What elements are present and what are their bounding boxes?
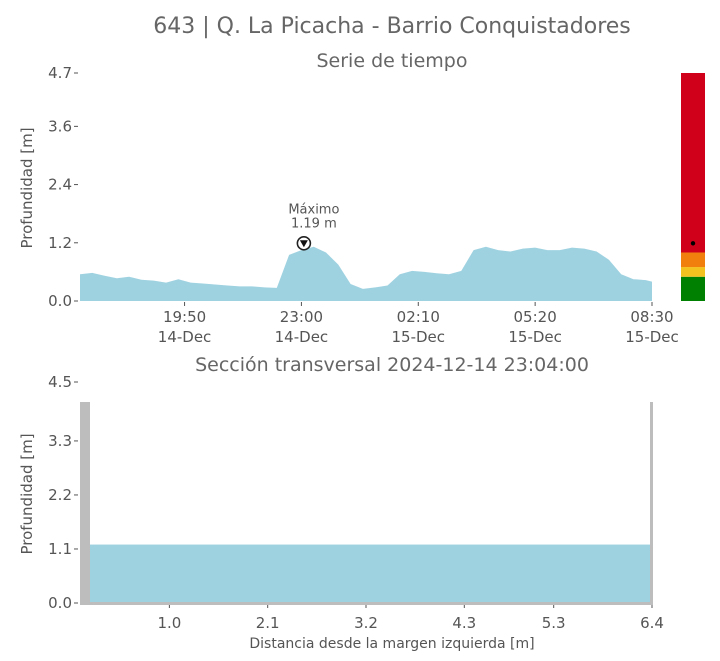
maximum-annotation: Máximo 1.19 m	[288, 202, 339, 251]
maximum-label: Máximo	[288, 202, 339, 217]
y-tick-label: 0.0	[48, 594, 72, 612]
cross-section-title: Sección transversal 2024-12-14 23:04:00	[195, 354, 589, 376]
timeseries-y-axis: 0.0 1.2 2.4 3.6 4.7	[48, 64, 78, 310]
depth-series-area	[80, 246, 652, 301]
timeseries-x-axis: 19:50 14-Dec 23:00 14-Dec 02:10 15-Dec 05:20 15…	[158, 302, 679, 346]
x-tick-label: 2.1	[256, 614, 280, 632]
y-tick-label: 2.2	[48, 486, 72, 504]
x-tick-label: 5.3	[542, 614, 566, 632]
left-bank-wall	[80, 402, 90, 605]
figure-title: 643 | Q. La Picacha - Barrio Conquistado…	[153, 14, 631, 39]
x-tick-time: 08:30	[630, 308, 673, 326]
down-triangle-icon	[299, 240, 308, 248]
channel-bed	[80, 602, 653, 605]
y-tick-label: 0.0	[48, 292, 72, 310]
cross-section-x-axis: 1.0 2.1 3.2 4.3 5.3 6.4	[157, 604, 664, 632]
maximum-value: 1.19 m	[291, 216, 337, 231]
x-tick-label: 3.2	[354, 614, 378, 632]
current-level-dot-icon	[690, 241, 696, 246]
alert-level-segment	[681, 73, 705, 253]
timeseries-title: Serie de tiempo	[317, 50, 468, 72]
x-tick-time: 19:50	[163, 308, 206, 326]
alert-level-segment	[681, 252, 705, 268]
water-level-area	[90, 544, 652, 603]
cross-section-xlabel: Distancia desde la margen izquierda [m]	[249, 636, 534, 652]
x-tick-time: 23:00	[280, 308, 323, 326]
cross-section-chart: Sección transversal 2024-12-14 23:04:00 …	[18, 354, 664, 652]
x-tick-label: 1.0	[157, 614, 181, 632]
cross-section-ylabel: Profundidad [m]	[18, 433, 36, 554]
timeseries-ylabel: Profundidad [m]	[18, 127, 36, 248]
alert-level-segment	[681, 276, 705, 301]
x-tick-date: 14-Dec	[158, 328, 212, 346]
cross-section-y-axis: 0.0 1.1 2.2 3.3 4.5	[48, 373, 78, 612]
y-tick-label: 4.5	[48, 373, 72, 391]
y-tick-label: 2.4	[48, 176, 72, 194]
alert-level-segment	[681, 267, 705, 277]
y-tick-label: 3.3	[48, 432, 72, 450]
x-tick-label: 6.4	[640, 614, 664, 632]
alert-level-bar	[681, 73, 705, 301]
x-tick-time: 05:20	[514, 308, 557, 326]
x-tick-date: 15-Dec	[508, 328, 562, 346]
y-tick-label: 1.1	[48, 540, 72, 558]
x-tick-date: 15-Dec	[392, 328, 446, 346]
x-tick-date: 14-Dec	[275, 328, 329, 346]
y-tick-label: 3.6	[48, 117, 72, 135]
y-tick-label: 1.2	[48, 234, 72, 252]
timeseries-chart: Serie de tiempo Profundidad [m] 0.0 1.2 2.…	[18, 50, 705, 346]
y-tick-label: 4.7	[48, 64, 72, 82]
x-tick-date: 15-Dec	[625, 328, 679, 346]
x-tick-time: 02:10	[397, 308, 440, 326]
right-bank-wall	[650, 402, 653, 605]
x-tick-label: 4.3	[452, 614, 476, 632]
